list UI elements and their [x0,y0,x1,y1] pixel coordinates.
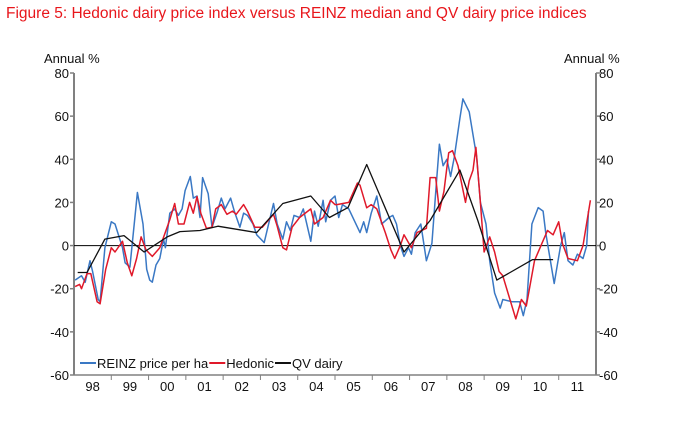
y-tick-label-right: 0 [599,239,606,254]
x-tick-label: 03 [272,379,286,394]
x-tick-label: 07 [421,379,435,394]
y-tick-label-right: 20 [599,195,613,210]
y-tick-label-left: 80 [55,66,69,81]
x-tick-label: 09 [496,379,510,394]
x-tick-label: 08 [458,379,472,394]
series-line-2 [77,163,554,281]
y-axis-label-left: Annual % [44,51,100,66]
y-tick-label-left: 20 [55,195,69,210]
y-tick-label-right: -20 [599,282,618,297]
x-tick-label: 99 [123,379,137,394]
x-tick-label: 10 [533,379,547,394]
y-tick-label-left: 60 [55,109,69,124]
y-tick-label-left: -20 [50,282,69,297]
y-tick-label-right: 80 [599,66,613,81]
x-tick-label: 98 [85,379,99,394]
x-tick-label: 05 [346,379,360,394]
legend-label-0: REINZ price per ha [97,356,209,371]
y-tick-label-left: -40 [50,325,69,340]
x-tick-label: 06 [384,379,398,394]
x-tick-label: 02 [235,379,249,394]
y-tick-label-left: 40 [55,152,69,167]
x-tick-label: 00 [160,379,174,394]
series-line-1 [74,146,592,320]
y-tick-label-right: 40 [599,152,613,167]
y-tick-label-right: -40 [599,325,618,340]
legend-label-1: Hedonic [226,356,274,371]
legend-label-2: QV dairy [292,356,343,371]
x-tick-label: 04 [309,379,323,394]
y-tick-label-right: -60 [599,368,618,383]
x-tick-label: 11 [571,379,585,394]
y-axis-label-right: Annual % [564,51,620,66]
y-tick-label-left: 0 [62,239,69,254]
x-tick-label: 01 [197,379,211,394]
y-tick-label-left: -60 [50,368,69,383]
chart-title: Figure 5: Hedonic dairy price index vers… [6,5,587,22]
series-line-0 [74,98,590,317]
y-tick-label-right: 60 [599,109,613,124]
